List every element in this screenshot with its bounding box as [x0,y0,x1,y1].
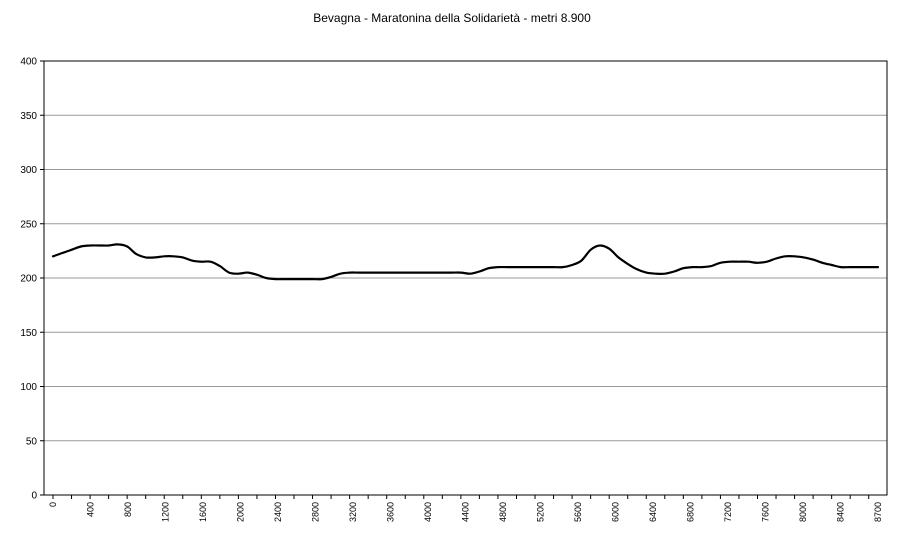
x-tick-label: 7600 [761,502,771,522]
y-axis-tick-labels: 0 50 100 150 200 250 300 350 400 [20,57,44,502]
x-tick-label: 8700 [873,502,883,522]
x-tick-label: 6400 [648,502,658,522]
x-tick-label: 1600 [198,502,208,522]
x-tick-label: 1200 [161,502,171,522]
x-tick-label: 800 [123,502,133,517]
x-tick-label: 2800 [311,502,321,522]
chart-title: Bevagna - Maratonina della Solidarietà -… [313,11,591,25]
x-tick-label: 2400 [273,502,283,522]
x-tick-label: 3200 [348,502,358,522]
y-tick-label: 150 [20,328,37,339]
x-tick-label: 8400 [836,502,846,522]
y-tick-label: 350 [20,111,37,122]
y-tick-label: 200 [20,274,37,285]
x-tick-label: 8000 [798,502,808,522]
y-tick-label: 400 [20,57,37,68]
x-tick-label: 6000 [611,502,621,522]
x-tick-label: 5200 [536,502,546,522]
y-tick-label: 300 [20,165,37,176]
x-tick-label: 6800 [686,502,696,522]
y-tick-label: 100 [20,382,37,393]
x-tick-label: 7200 [723,502,733,522]
y-tick-label: 50 [26,436,38,447]
x-tick-label: 5600 [573,502,583,522]
y-tick-label: 250 [20,219,37,230]
x-tick-label: 4800 [498,502,508,522]
x-tick-label: 4400 [461,502,471,522]
elevation-series-line [51,243,880,281]
x-tick-label: 2000 [236,502,246,522]
x-tick-label: 0 [48,502,58,507]
x-tick-label: 4000 [423,502,433,522]
gridlines [44,114,887,442]
y-tick-label: 0 [31,491,37,502]
x-axis-tick-labels: 0 400 800 1200 1600 2000 2400 2800 3200 3600 4000 4… [48,495,883,522]
x-tick-label: 400 [86,502,96,517]
x-tick-label: 3600 [386,502,396,522]
